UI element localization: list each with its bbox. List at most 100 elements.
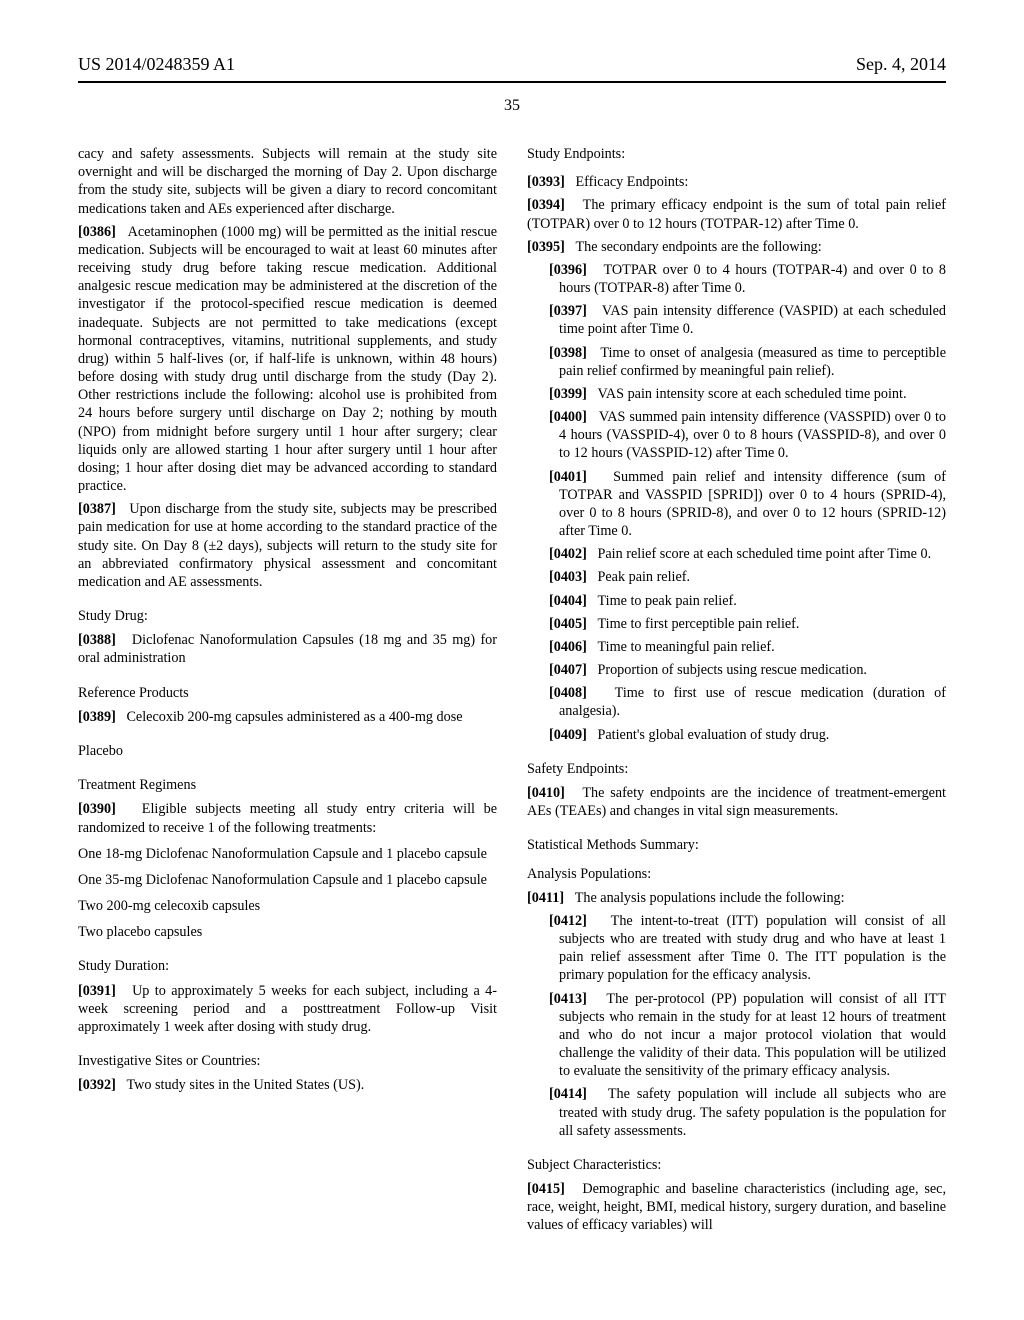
para-text: Time to first use of rescue medication (… [559,685,946,719]
paragraph-0391: [0391] Up to approximately 5 weeks for e… [78,982,497,1037]
heading: Investigative Sites or Countries: [78,1052,497,1070]
paragraph-0407: [0407] Proportion of subjects using resc… [527,661,946,679]
paragraph-0412: [0412] The intent-to-treat (ITT) populat… [527,912,946,985]
para-num: [0410] [527,785,565,801]
para-num: [0415] [527,1181,565,1197]
para-text: VAS summed pain intensity difference (VA… [559,409,946,461]
para-num: [0407] [549,662,587,678]
paragraph-0404: [0404] Time to peak pain relief. [527,592,946,610]
para-num: [0390] [78,801,116,817]
para-num: [0393] [527,174,565,190]
paragraph-0396: [0396] TOTPAR over 0 to 4 hours (TOTPAR-… [527,261,946,297]
paragraph-0408: [0408] Time to first use of rescue medic… [527,684,946,720]
section-reference-products: Reference Products [78,684,497,702]
section-subject-characteristics: Subject Characteristics: [527,1156,946,1174]
para-text: The intent-to-treat (ITT) population wil… [559,913,946,984]
section-safety-endpoints: Safety Endpoints: [527,760,946,778]
paragraph-cont: cacy and safety assessments. Subjects wi… [78,145,497,218]
para-text: Efficacy Endpoints: [575,174,688,190]
paragraph-0392: [0392] Two study sites in the United Sta… [78,1076,497,1094]
section-placebo: Placebo [78,742,497,760]
para-text: Summed pain relief and intensity differe… [559,469,946,540]
para-text: TOTPAR over 0 to 4 hours (TOTPAR-4) and … [559,262,946,296]
para-num: [0402] [549,546,587,562]
paragraph-0410: [0410] The safety endpoints are the inci… [527,784,946,820]
para-text: The secondary endpoints are the followin… [575,239,821,255]
section-study-drug: Study Drug: [78,607,497,625]
page-header: US 2014/0248359 A1 Sep. 4, 2014 [78,54,946,75]
para-num: [0399] [549,386,587,402]
para-num: [0400] [549,409,587,425]
page-number: 35 [78,97,946,115]
para-num: [0412] [549,913,587,929]
paragraph-0415: [0415] Demographic and baseline characte… [527,1180,946,1235]
para-num: [0409] [549,727,587,743]
right-column: Study Endpoints: [0393] Efficacy Endpoin… [527,145,946,1240]
para-num: [0406] [549,639,587,655]
treatment-3: Two 200-mg celecoxib capsules [78,897,497,915]
para-text: Acetaminophen (1000 mg) will be permitte… [78,224,497,494]
heading: Reference Products [78,684,497,702]
paragraph-0399: [0399] VAS pain intensity score at each … [527,385,946,403]
paragraph-0402: [0402] Pain relief score at each schedul… [527,545,946,563]
paragraph-0413: [0413] The per-protocol (PP) population … [527,990,946,1081]
para-text: Time to peak pain relief. [597,593,736,609]
para-num: [0389] [78,709,116,725]
heading: Treatment Regimens [78,776,497,794]
heading: Statistical Methods Summary: [527,836,946,854]
paragraph-0397: [0397] VAS pain intensity difference (VA… [527,302,946,338]
paragraph-0395: [0395] The secondary endpoints are the f… [527,238,946,256]
treatment-2: One 35-mg Diclofenac Nanoformulation Cap… [78,871,497,889]
para-num: [0394] [527,197,565,213]
heading: Study Duration: [78,957,497,975]
paragraph-0403: [0403] Peak pain relief. [527,568,946,586]
paragraph-0387: [0387] Upon discharge from the study sit… [78,500,497,591]
paragraph-0393: [0393] Efficacy Endpoints: [527,173,946,191]
para-text: Pain relief score at each scheduled time… [597,546,931,562]
para-num: [0391] [78,983,116,999]
para-text: Time to meaningful pain relief. [597,639,774,655]
paragraph-0409: [0409] Patient's global evaluation of st… [527,726,946,744]
header-rule [78,81,946,83]
para-text: Time to onset of analgesia (measured as … [559,345,946,379]
section-investigative-sites: Investigative Sites or Countries: [78,1052,497,1070]
paragraph-0388: [0388] Diclofenac Nanoformulation Capsul… [78,631,497,667]
para-text: Time to first perceptible pain relief. [597,616,799,632]
paragraph-0389: [0389] Celecoxib 200-mg capsules adminis… [78,708,497,726]
para-text: Celecoxib 200-mg capsules administered a… [126,709,462,725]
para-text: Patient's global evaluation of study dru… [597,727,829,743]
heading: Safety Endpoints: [527,760,946,778]
para-num: [0388] [78,632,116,648]
para-text: The analysis populations include the fol… [575,890,845,906]
para-text: Demographic and baseline characteristics… [527,1181,946,1233]
heading: Study Drug: [78,607,497,625]
treatment-4: Two placebo capsules [78,923,497,941]
section-statistical-methods: Statistical Methods Summary: [527,836,946,854]
paragraph-0400: [0400] VAS summed pain intensity differe… [527,408,946,463]
para-text: The safety population will include all s… [559,1086,946,1138]
paragraph-0414: [0414] The safety population will includ… [527,1085,946,1140]
heading-study-endpoints: Study Endpoints: [527,145,946,163]
para-text: Up to approximately 5 weeks for each sub… [78,983,497,1035]
para-text: VAS pain intensity difference (VASPID) a… [559,303,946,337]
para-num: [0401] [549,469,587,485]
paragraph-0390: [0390] Eligible subjects meeting all stu… [78,800,497,836]
section-study-duration: Study Duration: [78,957,497,975]
paragraph-0401: [0401] Summed pain relief and intensity … [527,468,946,541]
heading: Analysis Populations: [527,865,946,883]
para-text: The safety endpoints are the incidence o… [527,785,946,819]
para-num: [0397] [549,303,587,319]
paragraph-0411: [0411] The analysis populations include … [527,889,946,907]
para-text: The per-protocol (PP) population will co… [559,991,946,1080]
para-num: [0414] [549,1086,587,1102]
publication-date: Sep. 4, 2014 [856,54,946,75]
left-column: cacy and safety assessments. Subjects wi… [78,145,497,1240]
para-num: [0404] [549,593,587,609]
section-analysis-populations: Analysis Populations: [527,865,946,883]
treatment-1: One 18-mg Diclofenac Nanoformulation Cap… [78,845,497,863]
para-text: Diclofenac Nanoformulation Capsules (18 … [78,632,497,666]
para-text: Upon discharge from the study site, subj… [78,501,497,590]
para-text: Proportion of subjects using rescue medi… [597,662,867,678]
para-num: [0386] [78,224,116,240]
para-num: [0395] [527,239,565,255]
